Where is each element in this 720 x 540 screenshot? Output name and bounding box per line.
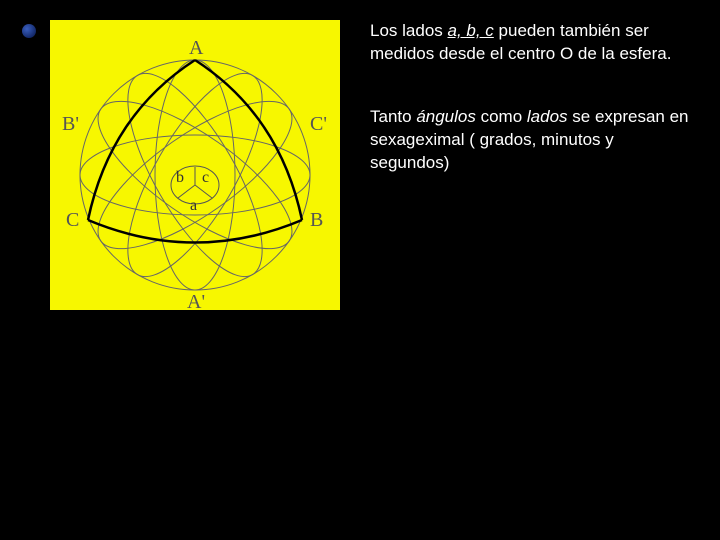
- p1-text-a: Los lados: [370, 21, 448, 40]
- label-c: c: [202, 169, 209, 186]
- slide-container: A B C A' B' C' a b c Los lados a, b, c p…: [0, 0, 720, 540]
- label-Bp: B': [62, 113, 79, 135]
- p2-text-c: como: [476, 107, 527, 126]
- label-A: A: [189, 37, 204, 59]
- label-Ap: A': [187, 291, 205, 310]
- sphere-svg: A B C A' B' C' a b c: [50, 20, 340, 310]
- label-b: b: [176, 169, 184, 186]
- label-Cp: C': [310, 113, 327, 135]
- p1-sides-abc: a, b, c: [448, 21, 494, 40]
- label-a: a: [190, 197, 197, 214]
- p2-text-a: Tanto: [370, 107, 416, 126]
- label-C: C: [66, 209, 79, 231]
- paragraph-1: Los lados a, b, c pueden también ser med…: [370, 20, 690, 66]
- label-B: B: [310, 209, 323, 231]
- paragraph-2: Tanto ángulos como lados se expresan en …: [370, 106, 690, 175]
- text-column: Los lados a, b, c pueden también ser med…: [350, 20, 690, 520]
- p2-angulos: ángulos: [416, 107, 476, 126]
- bullet-marker: [22, 24, 36, 38]
- diagram-column: A B C A' B' C' a b c: [50, 20, 350, 520]
- spherical-triangle-diagram: A B C A' B' C' a b c: [50, 20, 340, 310]
- p2-lados: lados: [527, 107, 568, 126]
